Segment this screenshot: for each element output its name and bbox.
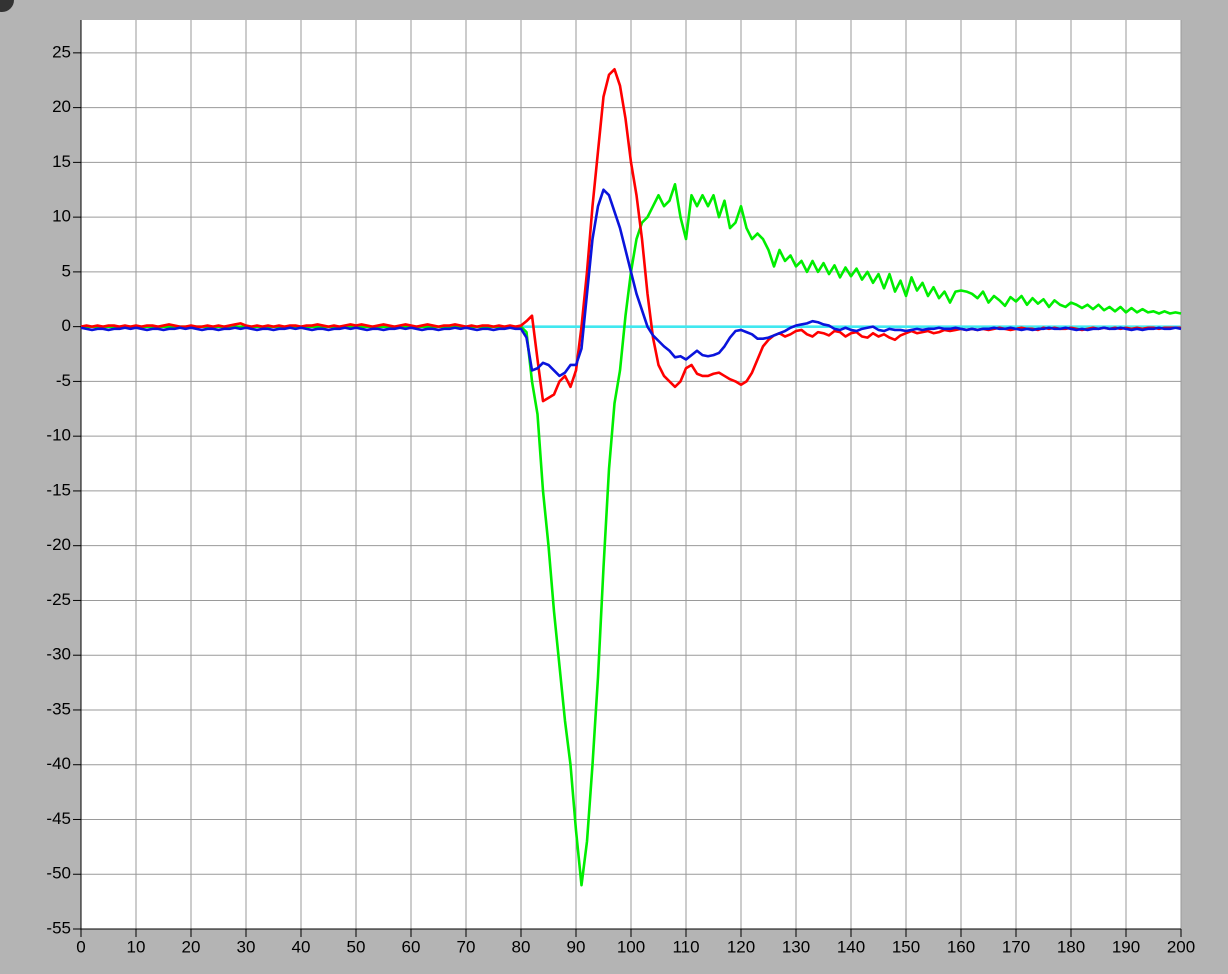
x-tick-label: 180 (1057, 937, 1085, 956)
y-tick-label: -30 (46, 645, 71, 664)
y-tick-label: -10 (46, 426, 71, 445)
x-tick-label: 90 (567, 937, 586, 956)
y-tick-label: -5 (56, 371, 71, 390)
x-tick-label: 60 (402, 937, 421, 956)
y-tick-label: 25 (52, 42, 71, 61)
y-tick-label: -20 (46, 535, 71, 554)
x-tick-label: 130 (782, 937, 810, 956)
x-tick-label: 40 (292, 937, 311, 956)
y-tick-label: -50 (46, 864, 71, 883)
y-tick-label: -15 (46, 480, 71, 499)
x-tick-label: 110 (672, 937, 699, 956)
x-tick-label: 20 (182, 937, 201, 956)
y-tick-label: 0 (62, 316, 71, 335)
y-tick-label: -40 (46, 754, 71, 773)
icon (0, 0, 14, 12)
y-tick-label: 10 (52, 207, 71, 226)
y-tick-label: 20 (52, 97, 71, 116)
x-tick-label: 170 (1002, 937, 1030, 956)
x-tick-label: 80 (512, 937, 531, 956)
y-tick-label: 15 (52, 152, 71, 171)
x-tick-label: 150 (892, 937, 920, 956)
x-tick-label: 200 (1167, 937, 1195, 956)
x-tick-label: 0 (76, 937, 85, 956)
x-tick-label: 120 (727, 937, 755, 956)
y-tick-label: -45 (46, 809, 71, 828)
x-tick-label: 190 (1112, 937, 1140, 956)
x-tick-label: 50 (347, 937, 366, 956)
x-tick-label: 70 (457, 937, 476, 956)
y-tick-label: -25 (46, 590, 71, 609)
x-tick-label: 10 (127, 937, 146, 956)
y-tick-label: -55 (46, 918, 71, 937)
y-tick-label: -35 (46, 699, 71, 718)
x-tick-label: 30 (237, 937, 256, 956)
series-line (80, 188, 1182, 378)
x-tick-label: 140 (837, 937, 865, 956)
x-tick-label: 160 (947, 937, 975, 956)
y-tick-label: 5 (62, 261, 71, 280)
x-tick-label: 100 (617, 937, 645, 956)
